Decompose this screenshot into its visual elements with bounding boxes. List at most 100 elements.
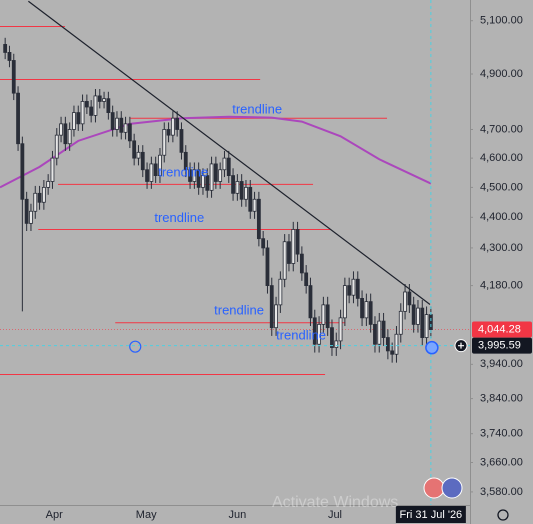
candle-body (192, 169, 197, 182)
candle-body (360, 298, 364, 319)
candle-body (394, 333, 399, 355)
y-tick-label: 5,100.00 (480, 15, 523, 27)
candle-body (209, 163, 214, 191)
candle-body (20, 143, 25, 200)
candle-body (59, 123, 63, 136)
candle-body (226, 157, 231, 176)
candle-body (385, 337, 390, 352)
candle-body (97, 95, 102, 102)
candle-body (334, 340, 339, 348)
candle-body (424, 314, 429, 338)
trendline (28, 0, 431, 306)
candle-body (188, 169, 192, 182)
candle-body (170, 117, 175, 136)
candle-body (50, 157, 55, 182)
candle-body (110, 112, 115, 130)
last-price-tag (472, 321, 532, 338)
candle-body (403, 291, 407, 312)
candle-body (162, 129, 167, 156)
y-tick-label: 4,700.00 (480, 123, 523, 135)
candle-body (93, 95, 98, 116)
candle-body (166, 129, 171, 136)
candle-body (420, 307, 425, 338)
candle-body (33, 192, 38, 212)
x-tick-label: Apr (46, 509, 63, 521)
y-tick-label: 4,400.00 (480, 211, 523, 223)
candle-body (342, 285, 347, 319)
candle-body (282, 241, 287, 280)
y-tick-label: 3,660.00 (480, 456, 523, 468)
candle-body (201, 175, 205, 188)
flag-icon (441, 477, 463, 499)
candle-body (213, 163, 218, 182)
y-tick-label: 3,740.00 (480, 428, 523, 440)
candle-body (153, 163, 158, 176)
plot-area: trendline trendline trendline trendline tren… (0, 0, 470, 505)
drawing-handle (129, 340, 142, 353)
candle-body (205, 175, 210, 191)
candle-body (256, 198, 261, 240)
y-tick-label: 4,300.00 (480, 242, 523, 254)
candle-body (278, 278, 283, 306)
y-tick-label: 4,500.00 (480, 181, 523, 193)
candle-body (102, 98, 106, 102)
candle-body (295, 229, 300, 255)
crosshair-price-tag (472, 337, 532, 354)
candle-body (248, 186, 253, 212)
x-tick-label: Jul (328, 509, 342, 521)
candle-body (222, 157, 227, 171)
candle-body (355, 278, 360, 299)
candle-body (119, 117, 124, 133)
candle-body (390, 350, 395, 355)
candle-body (175, 117, 180, 130)
candle-body (274, 304, 278, 329)
candle-body (347, 285, 352, 296)
candle-body (321, 304, 326, 325)
candle-body (239, 181, 244, 200)
candle-body (218, 169, 223, 182)
trendline-label: trendline (154, 210, 204, 225)
candle-body (84, 101, 89, 108)
candle-body (89, 106, 94, 116)
candle-body (338, 317, 343, 342)
candle-body (299, 253, 304, 274)
y-tick-label: 3,580.00 (480, 486, 523, 498)
candle-body (317, 323, 321, 345)
candle-body (11, 60, 16, 94)
y-tick-label: 4,180.00 (480, 280, 523, 292)
candle-body (123, 123, 128, 133)
candle-body (373, 323, 377, 345)
last-price-tag-label: 4,044.28 (478, 323, 521, 335)
candle-body (368, 301, 373, 325)
candle-body (325, 304, 330, 329)
candle-body (7, 52, 12, 61)
candle-body (407, 291, 412, 306)
candle-body (149, 163, 154, 182)
candle-body (16, 92, 20, 145)
candle-body (351, 278, 356, 296)
trendline-label: trendline (276, 327, 326, 342)
candle-body (312, 317, 317, 345)
candle-body (196, 169, 201, 188)
candle-body (308, 285, 313, 319)
candle-body (381, 320, 386, 338)
candle-body (115, 117, 119, 130)
candle-body (37, 192, 42, 203)
candle-body (428, 314, 433, 330)
candle-body (67, 129, 72, 145)
candle-body (416, 307, 420, 325)
y-tick-label: 4,600.00 (480, 152, 523, 164)
flag-icon (423, 477, 445, 499)
candle-body (41, 186, 46, 203)
candle-body (304, 272, 309, 287)
candle-body (63, 123, 68, 145)
trendline-label: trendline (232, 102, 282, 117)
candle-body (179, 129, 184, 153)
watermark: Activate Windows (272, 494, 398, 511)
settings-icon[interactable] (497, 509, 509, 521)
candle-body (287, 241, 291, 264)
candle-body (80, 101, 85, 125)
candle-body (411, 304, 416, 325)
add-button-plus (458, 342, 464, 349)
